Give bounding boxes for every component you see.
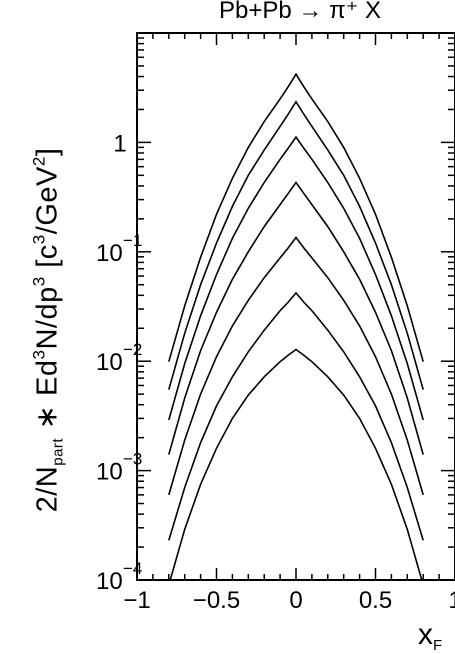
series-line-7 <box>169 348 423 580</box>
x-tick-label: 1 <box>448 587 455 614</box>
y-tick-label-exponent: −3 <box>123 450 142 469</box>
series-line-3 <box>168 135 424 421</box>
series-line-1 <box>168 72 424 362</box>
x-tick-label: 0.5 <box>359 587 392 614</box>
series-line-6 <box>168 291 424 541</box>
y-tick-label-exponent: −2 <box>123 340 142 359</box>
x-tick-label: 0 <box>289 587 302 614</box>
y-tick-label: 10 <box>96 568 123 595</box>
series-line-5 <box>168 236 424 496</box>
y-tick-label-exponent: −4 <box>123 559 142 578</box>
chart-title: Pb+Pb → π⁺ X <box>219 0 381 24</box>
y-tick-label: 10 <box>96 240 123 267</box>
y-tick-label: 10 <box>96 459 123 486</box>
x-axis-label: xF <box>418 618 443 654</box>
series-line-2 <box>168 100 424 390</box>
y-tick-label-exponent: −1 <box>123 231 142 250</box>
x-tick-label: −1 <box>123 587 150 614</box>
y-tick-label: 1 <box>113 130 126 157</box>
series-line-4 <box>168 181 424 455</box>
x-tick-label: −0.5 <box>193 587 240 614</box>
y-tick-label: 10 <box>96 349 123 376</box>
